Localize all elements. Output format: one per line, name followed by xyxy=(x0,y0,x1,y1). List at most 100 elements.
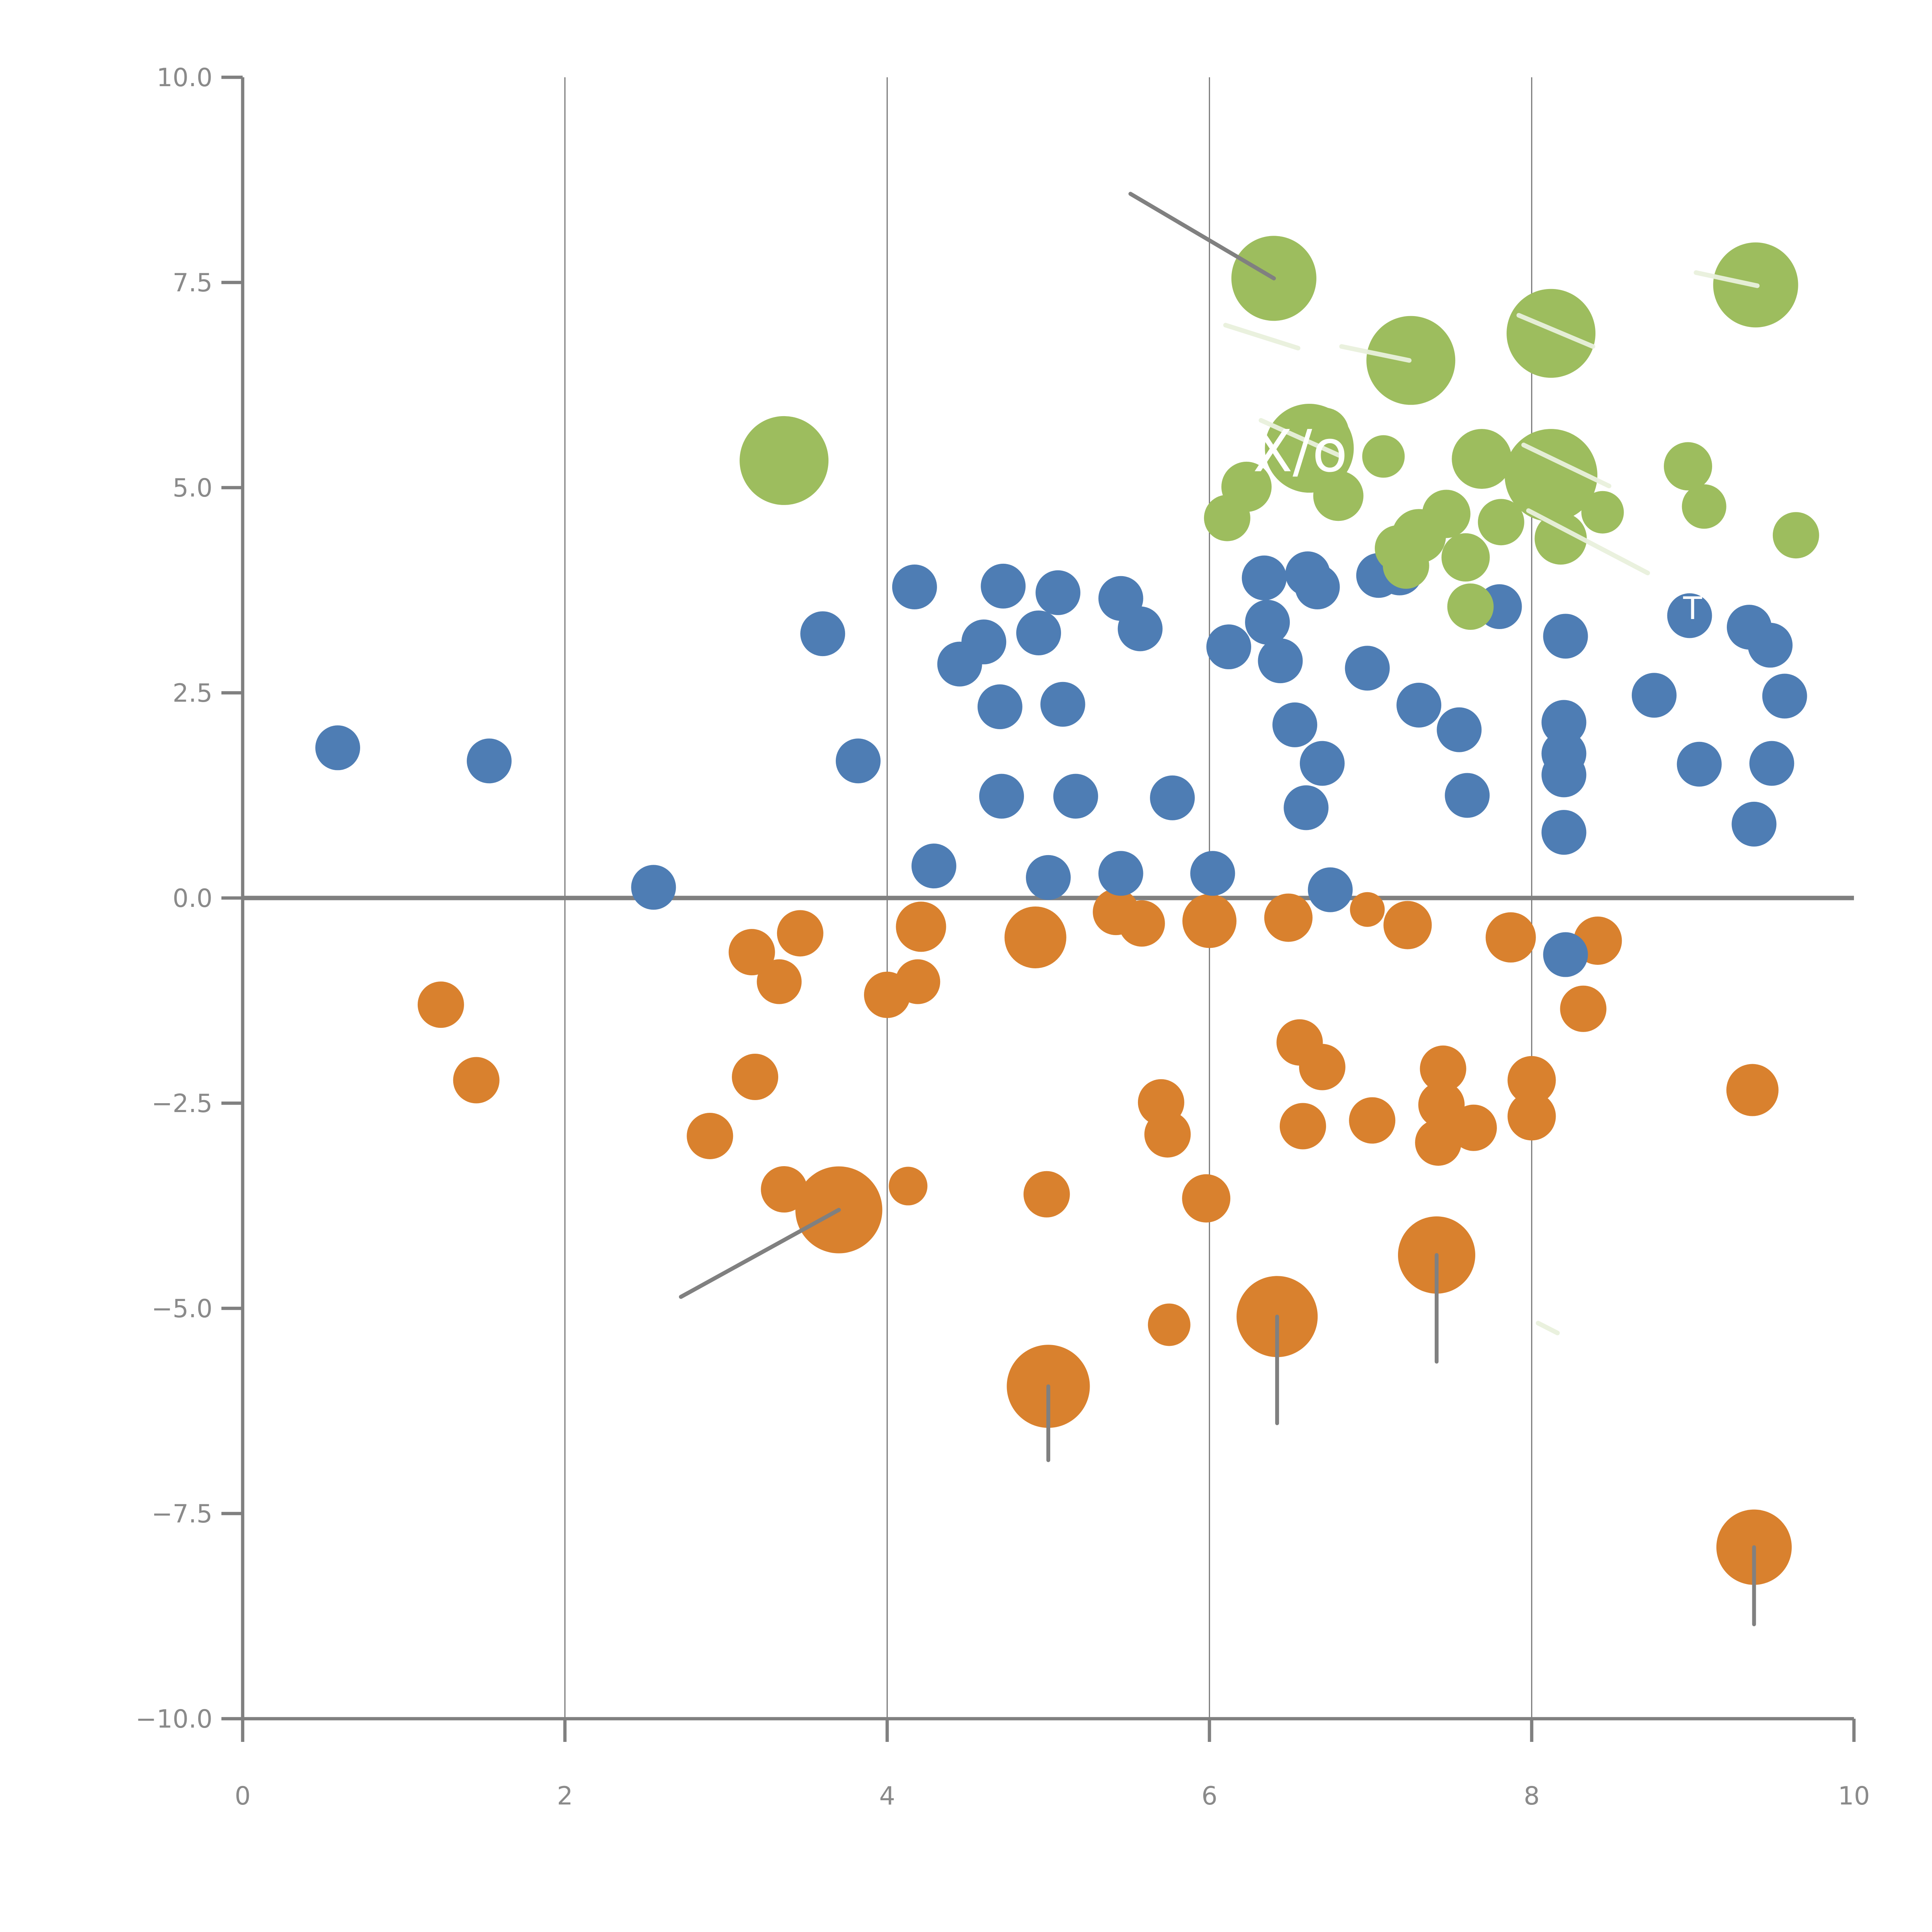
data-point-green xyxy=(1534,512,1587,565)
data-point-green xyxy=(1772,512,1819,559)
data-point-blue xyxy=(1190,851,1235,896)
data-point-green xyxy=(1682,484,1726,529)
data-point-orange xyxy=(1450,1104,1497,1151)
data-point-orange xyxy=(732,1054,779,1100)
y-tick-label: −5.0 xyxy=(151,1294,213,1323)
data-points-layer xyxy=(315,236,1819,1585)
data-point-blue xyxy=(1543,932,1588,977)
y-tick-label: −2.5 xyxy=(151,1089,213,1118)
data-point-orange xyxy=(1279,1103,1326,1150)
data-point-blue xyxy=(1242,555,1287,600)
data-point-blue xyxy=(1345,646,1390,691)
x-tick-label: 10 xyxy=(1838,1782,1870,1811)
white-leader-line xyxy=(1536,1321,1560,1335)
annotation-leader-line xyxy=(1128,192,1276,281)
data-point-blue xyxy=(1541,810,1587,855)
data-point-orange xyxy=(687,1112,733,1159)
data-point-green xyxy=(1447,583,1494,630)
annotation-leader-line xyxy=(679,1208,841,1299)
data-point-green xyxy=(1663,442,1712,491)
data-point-blue xyxy=(315,725,361,770)
white-leader-line xyxy=(1223,323,1301,350)
data-point-blue xyxy=(1731,801,1777,847)
white-leader-line xyxy=(1516,313,1595,349)
data-point-blue xyxy=(1541,700,1587,745)
y-tick-label: 7.5 xyxy=(173,269,213,298)
data-point-blue xyxy=(1445,773,1490,818)
data-point-blue xyxy=(1748,622,1793,668)
data-point-orange xyxy=(1299,1044,1345,1090)
data-point-green xyxy=(1452,429,1512,489)
data-point-blue xyxy=(1667,593,1712,638)
data-point-blue xyxy=(1117,606,1163,651)
data-point-green xyxy=(1313,471,1364,521)
data-point-blue xyxy=(979,774,1024,819)
data-point-orange xyxy=(1485,912,1536,963)
data-point-green xyxy=(1362,435,1405,478)
x-tick-label: 0 xyxy=(235,1782,250,1811)
data-point-orange xyxy=(761,1166,808,1213)
x-tick-label: 6 xyxy=(1201,1782,1217,1811)
data-point-green xyxy=(1505,429,1598,522)
data-point-orange xyxy=(1148,1303,1190,1346)
data-point-orange xyxy=(1726,1064,1779,1116)
data-point-green xyxy=(1581,491,1624,534)
data-point-orange xyxy=(1264,893,1313,942)
data-point-orange xyxy=(1004,906,1066,968)
data-point-blue xyxy=(1284,785,1329,830)
y-tick-label: −10.0 xyxy=(136,1705,213,1734)
data-point-blue xyxy=(937,641,982,687)
data-point-orange xyxy=(757,959,802,1004)
data-point-orange xyxy=(895,959,940,1004)
data-point-blue xyxy=(631,865,676,910)
data-point-blue xyxy=(1150,775,1195,820)
y-tick-label: 10.0 xyxy=(156,63,213,92)
white-leader-line xyxy=(1694,270,1760,288)
data-point-blue xyxy=(981,563,1026,609)
data-point-orange xyxy=(1420,1045,1466,1092)
data-point-blue xyxy=(1040,682,1085,727)
data-point-orange xyxy=(1144,1111,1191,1158)
white-leader-line xyxy=(1521,442,1612,488)
data-point-orange xyxy=(1349,1097,1396,1144)
x-tick-label: 4 xyxy=(879,1782,895,1811)
data-point-green xyxy=(1507,289,1596,378)
data-point-orange xyxy=(1415,1119,1462,1166)
data-point-orange xyxy=(1418,1082,1465,1128)
data-point-blue xyxy=(835,738,881,784)
data-point-green xyxy=(740,416,829,505)
data-point-orange xyxy=(728,929,775,976)
data-point-blue xyxy=(1631,673,1677,718)
white-annotation-text: T xyxy=(1683,590,1702,626)
white-leader-line xyxy=(1339,344,1412,363)
data-point-orange xyxy=(1182,894,1236,948)
data-point-blue xyxy=(1098,851,1143,896)
data-point-orange xyxy=(889,1167,928,1206)
data-point-blue xyxy=(1437,707,1482,752)
data-point-blue xyxy=(1308,867,1353,912)
data-point-blue xyxy=(1295,565,1340,610)
data-point-blue xyxy=(1053,774,1098,819)
white-leader-line xyxy=(1259,418,1344,459)
data-point-orange xyxy=(1350,892,1385,927)
data-point-blue xyxy=(1245,600,1290,645)
data-point-green xyxy=(1441,533,1490,582)
white-leader-line xyxy=(1526,508,1650,575)
data-point-green xyxy=(1478,499,1524,546)
data-point-green xyxy=(1422,490,1471,538)
data-point-blue xyxy=(1016,610,1061,655)
y-tick-label: 5.0 xyxy=(173,474,213,503)
annotations-layer: X/o S T xyxy=(679,192,1760,1626)
y-tick-label: 2.5 xyxy=(173,679,213,708)
x-tick-label: 2 xyxy=(557,1782,573,1811)
data-point-orange xyxy=(417,981,464,1028)
data-point-orange xyxy=(1560,985,1607,1032)
data-point-blue xyxy=(1258,638,1303,684)
white-annotation-text: S xyxy=(1596,572,1616,608)
data-point-orange xyxy=(1507,1092,1556,1141)
data-point-orange xyxy=(1507,1056,1556,1105)
data-point-orange xyxy=(1023,1171,1070,1218)
data-point-green xyxy=(1204,495,1250,541)
data-point-orange xyxy=(1118,900,1165,947)
